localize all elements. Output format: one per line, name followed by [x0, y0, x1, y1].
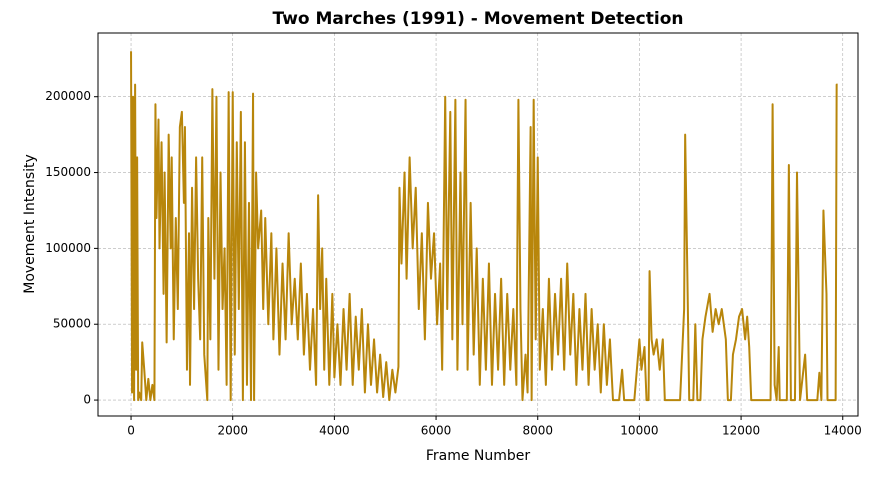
chart-title: Two Marches (1991) - Movement Detection: [272, 9, 683, 29]
y-tick-label: 150000: [45, 165, 91, 179]
x-tick-label: 4000: [319, 424, 350, 438]
y-tick-label: 100000: [45, 241, 91, 255]
y-axis-label: Movement Intensity: [22, 154, 38, 294]
x-tick-label: 10000: [620, 424, 658, 438]
x-tick-label: 6000: [421, 424, 452, 438]
data-line: [130, 51, 838, 402]
y-tick-label: 0: [83, 393, 91, 407]
x-tick-label: 12000: [722, 424, 760, 438]
x-tick-label: 2000: [217, 424, 248, 438]
x-tick-label: 0: [127, 424, 135, 438]
x-tick-label: 8000: [522, 424, 553, 438]
y-tick-label: 200000: [45, 89, 91, 103]
plot-frame: [97, 32, 859, 417]
x-tick-label: 14000: [824, 424, 862, 438]
x-axis-label: Frame Number: [426, 448, 531, 464]
y-tick-label: 50000: [53, 317, 91, 331]
